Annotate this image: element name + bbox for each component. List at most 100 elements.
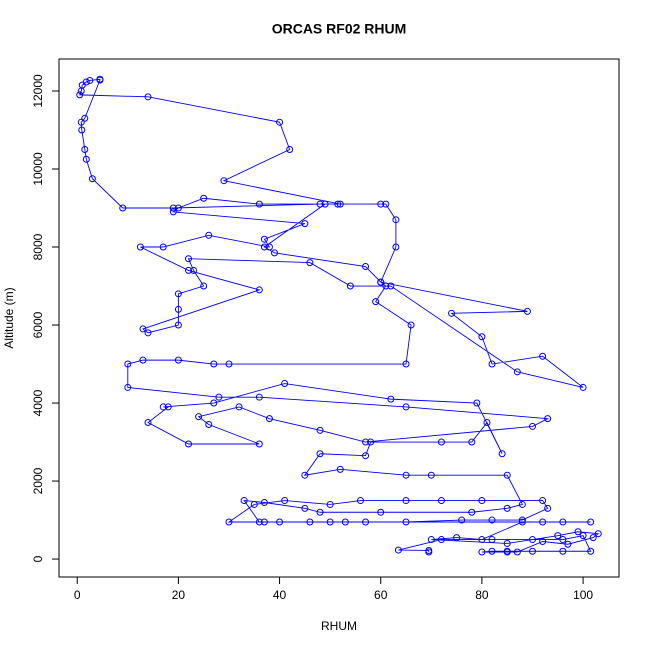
data-point xyxy=(159,243,167,251)
x-tick-label: 100 xyxy=(573,588,593,602)
data-point xyxy=(362,438,370,446)
data-point xyxy=(518,500,526,508)
data-point xyxy=(394,546,402,554)
x-axis-label: RHUM xyxy=(321,619,357,633)
data-point xyxy=(88,175,96,183)
data-point xyxy=(225,360,233,368)
data-point xyxy=(356,497,364,505)
data-point xyxy=(579,383,587,391)
data-point xyxy=(326,500,334,508)
data-point xyxy=(265,243,273,251)
data-point xyxy=(478,333,486,341)
data-point xyxy=(159,403,167,411)
data-point xyxy=(372,298,380,306)
data-point xyxy=(498,450,506,458)
data-point xyxy=(539,352,547,360)
data-point xyxy=(255,518,263,526)
data-point xyxy=(346,282,354,290)
data-point xyxy=(200,194,208,202)
data-point xyxy=(362,518,370,526)
data-point xyxy=(255,440,263,448)
y-tick-label: 2000 xyxy=(31,467,45,494)
data-point xyxy=(425,546,433,554)
data-point xyxy=(321,200,329,208)
data-point xyxy=(255,200,263,208)
data-point xyxy=(205,420,213,428)
data-point xyxy=(334,200,342,208)
data-point xyxy=(336,200,344,208)
data-point xyxy=(210,399,218,407)
data-point xyxy=(539,538,547,546)
data-point xyxy=(200,282,208,290)
data-point xyxy=(215,393,223,401)
data-point xyxy=(402,497,410,505)
data-point xyxy=(503,539,511,547)
data-point xyxy=(468,438,476,446)
data-point xyxy=(77,118,85,126)
data-point xyxy=(387,282,395,290)
data-point xyxy=(260,498,268,506)
data-point xyxy=(225,518,233,526)
data-point xyxy=(185,440,193,448)
data-point xyxy=(402,360,410,368)
data-point xyxy=(523,307,531,315)
data-point xyxy=(286,145,294,153)
data-point xyxy=(260,243,268,251)
data-point xyxy=(427,536,435,544)
x-tick-label: 0 xyxy=(74,588,81,602)
data-point xyxy=(377,508,385,516)
data-point xyxy=(316,508,324,516)
data-point xyxy=(528,547,536,555)
data-point xyxy=(402,471,410,479)
data-point xyxy=(82,78,90,86)
data-point xyxy=(185,255,193,263)
data-point xyxy=(281,497,289,505)
y-tick-label: 6000 xyxy=(31,311,45,338)
data-point xyxy=(539,518,547,526)
data-point xyxy=(437,497,445,505)
data-point xyxy=(336,465,344,473)
y-tick-label: 4000 xyxy=(31,389,45,416)
data-point xyxy=(144,329,152,337)
data-point xyxy=(402,403,410,411)
data-point xyxy=(362,452,370,460)
data-point xyxy=(478,536,486,544)
y-axis-label: Altitude (m) xyxy=(2,287,16,348)
data-point xyxy=(544,504,552,512)
chart-title: ORCAS RF02 RHUM xyxy=(272,21,407,37)
data-point xyxy=(169,208,177,216)
y-tick-label: 8000 xyxy=(31,233,45,260)
data-point xyxy=(81,114,89,122)
data-point xyxy=(144,93,152,101)
data-point xyxy=(594,530,602,538)
data-point xyxy=(468,508,476,516)
data-point xyxy=(144,419,152,427)
data-point xyxy=(488,536,496,544)
data-point xyxy=(190,266,198,274)
data-point xyxy=(240,497,248,505)
data-point xyxy=(260,518,268,526)
data-point xyxy=(544,415,552,423)
data-point xyxy=(250,500,258,508)
data-point xyxy=(453,534,461,542)
data-point xyxy=(136,243,144,251)
data-point xyxy=(518,518,526,526)
data-point xyxy=(503,548,511,556)
data-point xyxy=(473,399,481,407)
data-point xyxy=(392,216,400,224)
data-point xyxy=(174,321,182,329)
data-point xyxy=(301,220,309,228)
data-point xyxy=(392,243,400,251)
y-tick-label: 12000 xyxy=(31,74,45,108)
data-point xyxy=(86,76,94,84)
data-point xyxy=(427,471,435,479)
data-point xyxy=(539,497,547,505)
data-point xyxy=(78,126,86,134)
data-point xyxy=(265,415,273,423)
data-point xyxy=(528,422,536,430)
data-point xyxy=(260,235,268,243)
data-point xyxy=(483,419,491,427)
data-point xyxy=(301,504,309,512)
data-line xyxy=(79,78,600,553)
